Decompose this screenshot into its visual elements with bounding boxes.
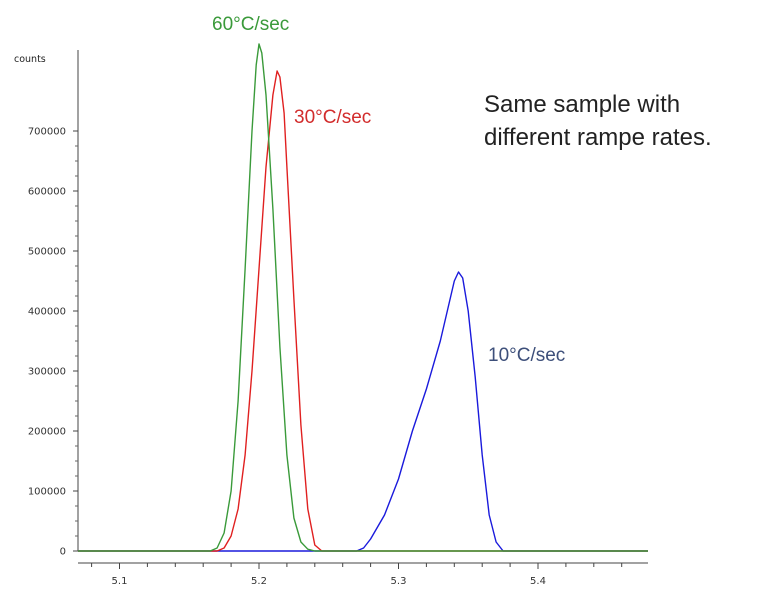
y-tick-label: 600000 [28, 187, 66, 198]
series-lines [78, 43, 648, 552]
x-tick-label: 5.1 [112, 576, 128, 587]
y-tick-label: 400000 [28, 307, 66, 318]
series-labels: 60°C/sec 30°C/sec 10°C/sec [212, 14, 565, 366]
series-label-10c: 10°C/sec [488, 345, 565, 366]
x-ticks: 5.1 5.2 5.3 5.4 [91, 563, 623, 587]
y-axis-unit-label: counts [14, 54, 46, 65]
series-label-30c: 30°C/sec [294, 107, 371, 128]
series-line-10c [78, 271, 648, 552]
y-ticks: 0 100000 200000 300000 400000 500000 600000 700… [28, 127, 78, 558]
annotation-note: Same sample with different rampe rates. [484, 88, 764, 154]
y-tick-label: 0 [60, 547, 66, 558]
annotation-line-1: Same sample with [484, 91, 681, 118]
x-tick-label: 5.4 [530, 576, 546, 587]
y-tick-label: 500000 [28, 247, 66, 258]
y-tick-label: 300000 [28, 367, 66, 378]
y-tick-label: 200000 [28, 427, 66, 438]
series-line-60c [78, 43, 648, 552]
series-line-30c [78, 70, 648, 552]
y-tick-label: 700000 [28, 127, 66, 138]
annotation-line-2: different rampe rates. [484, 124, 712, 151]
axes: counts [14, 50, 648, 564]
x-tick-label: 5.3 [391, 576, 407, 587]
x-tick-label: 5.2 [251, 576, 267, 587]
y-tick-label: 100000 [28, 487, 66, 498]
series-label-60c: 60°C/sec [212, 14, 289, 35]
